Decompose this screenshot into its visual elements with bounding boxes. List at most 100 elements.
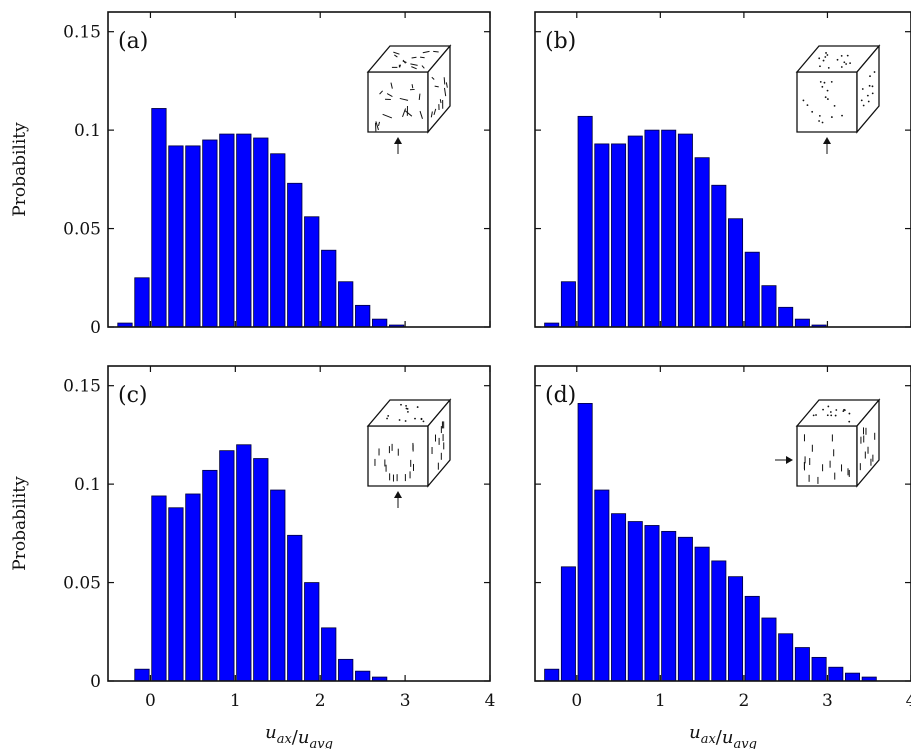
bar — [661, 129, 677, 328]
x-tick-label: 1 — [230, 691, 241, 711]
bar — [627, 521, 643, 682]
bar — [845, 672, 861, 682]
cube-aligned-fibers-arrow-up-icon — [366, 398, 452, 508]
panel-label: (a) — [118, 29, 148, 54]
bar — [778, 633, 794, 682]
bar — [677, 133, 693, 328]
bar — [168, 145, 184, 328]
x-tick-label: 0 — [145, 691, 156, 711]
plot-frame — [534, 11, 911, 328]
bar — [811, 656, 827, 682]
bar — [794, 647, 810, 682]
panel-a: 0 0.05 0.1 0.15 (a) Probability — [10, 11, 491, 338]
y-tick-label: 0.15 — [63, 377, 101, 397]
bar — [544, 668, 560, 682]
bar — [202, 469, 218, 682]
bar — [627, 135, 643, 328]
bar — [560, 281, 576, 328]
bar — [321, 627, 337, 682]
bar — [355, 304, 371, 328]
cube-random-fibers-arrow-up-icon — [366, 44, 452, 154]
panel-label: (c) — [118, 383, 148, 408]
bar — [794, 318, 810, 328]
bar — [253, 137, 269, 328]
bar — [304, 216, 320, 328]
bar — [151, 495, 167, 682]
bar — [644, 525, 660, 682]
x-axis-title: uax/uavg — [265, 722, 333, 749]
bar — [168, 507, 184, 682]
plot-frame — [107, 11, 491, 328]
y-tick-label: 0.15 — [63, 23, 101, 43]
bar — [560, 566, 576, 682]
panel-c: 0 0.05 0.1 0.15 0 1 2 3 4 (c) Probability uax/uavg — [10, 365, 496, 749]
x-tick-label: 1 — [655, 691, 666, 711]
bar — [270, 153, 286, 328]
bar — [661, 530, 677, 682]
bar — [694, 546, 710, 682]
bar — [338, 658, 354, 682]
y-tick-label: 0 — [90, 672, 101, 692]
bar — [372, 318, 388, 328]
bar — [236, 133, 252, 328]
bar — [287, 534, 303, 682]
y-axis-title: Probability — [10, 476, 30, 571]
bar — [270, 489, 286, 682]
y-tick-label: 0 — [90, 318, 101, 338]
bar — [728, 218, 744, 328]
bar — [711, 560, 727, 682]
x-tick-label: 2 — [738, 691, 749, 711]
bar — [338, 281, 354, 328]
bar — [321, 249, 337, 328]
x-axis-title: uax/uavg — [689, 722, 757, 749]
x-tick-label: 4 — [906, 691, 911, 711]
cube-dotted-fibers-arrow-up-icon — [795, 44, 881, 154]
bar — [236, 444, 252, 682]
panel-d: 0 1 2 3 4 (d) uax/uavg — [534, 365, 911, 749]
cube-aligned-fibers-arrow-side-icon — [775, 398, 881, 488]
bar — [185, 493, 201, 682]
bar — [253, 458, 269, 682]
bar — [778, 306, 794, 328]
x-tick-label: 4 — [485, 691, 496, 711]
bar — [744, 595, 760, 682]
bar — [594, 489, 610, 682]
bar — [134, 668, 150, 682]
bar — [694, 157, 710, 328]
y-tick-label: 0.1 — [74, 475, 101, 495]
bar — [151, 108, 167, 328]
bar — [761, 617, 777, 682]
bar — [594, 143, 610, 328]
y-axis-title: Probability — [10, 122, 30, 217]
y-tick-label: 0.05 — [63, 220, 101, 240]
y-tick-label: 0.05 — [63, 574, 101, 594]
bar — [728, 576, 744, 682]
bar — [304, 582, 320, 682]
bar — [185, 145, 201, 328]
panel-label: (b) — [545, 29, 576, 54]
bar — [744, 251, 760, 328]
bar — [287, 182, 303, 328]
bar — [677, 536, 693, 682]
plot-frame — [534, 365, 911, 682]
bar — [355, 670, 371, 682]
x-tick-label: 3 — [822, 691, 833, 711]
bar — [577, 115, 593, 328]
panel-b: (b) — [534, 11, 911, 328]
bar — [611, 513, 627, 682]
bar — [711, 184, 727, 328]
bar — [828, 666, 844, 682]
bar — [577, 403, 593, 682]
panel-label: (d) — [545, 383, 576, 408]
plot-frame — [107, 365, 491, 682]
y-tick-label: 0.1 — [74, 121, 101, 141]
x-tick-label: 3 — [400, 691, 411, 711]
x-tick-label: 0 — [571, 691, 582, 711]
bar — [644, 129, 660, 328]
bar — [219, 450, 235, 682]
bar — [761, 285, 777, 328]
bar — [219, 133, 235, 328]
bar — [202, 139, 218, 328]
bar — [134, 277, 150, 328]
